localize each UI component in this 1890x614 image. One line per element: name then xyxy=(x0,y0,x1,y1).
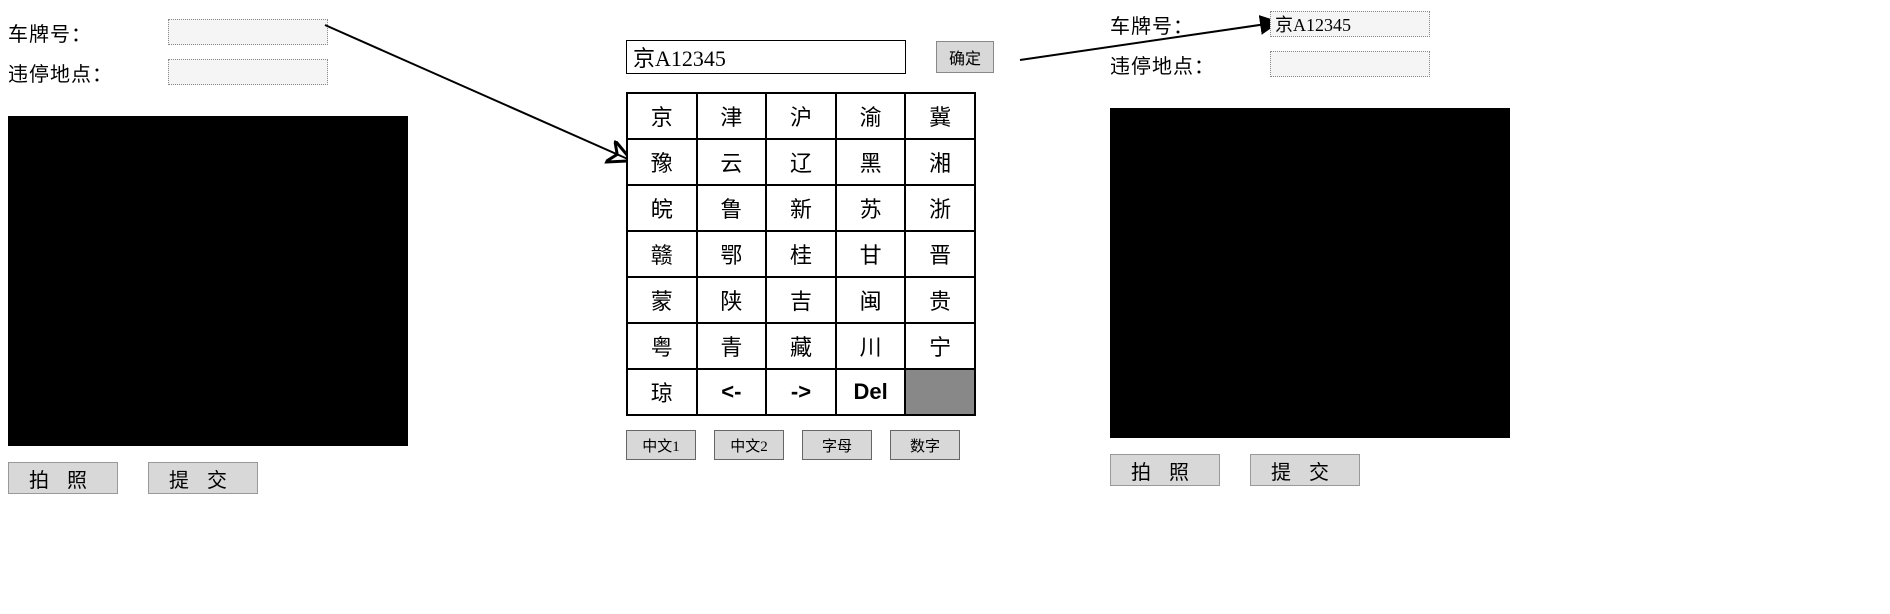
key-left-arrow[interactable]: <- xyxy=(697,369,767,415)
mode-number-button[interactable]: 数字 xyxy=(890,430,960,460)
key-min[interactable]: 闽 xyxy=(836,277,906,323)
key-jin2[interactable]: 晋 xyxy=(905,231,975,277)
key-xin[interactable]: 新 xyxy=(766,185,836,231)
key-liao[interactable]: 辽 xyxy=(766,139,836,185)
key-zang[interactable]: 藏 xyxy=(766,323,836,369)
label-location: 违停地点： xyxy=(8,58,168,87)
keyboard-display[interactable] xyxy=(626,40,906,74)
key-su[interactable]: 苏 xyxy=(836,185,906,231)
label-plate: 车牌号： xyxy=(1110,10,1270,39)
key-gan[interactable]: 赣 xyxy=(627,231,697,277)
key-meng[interactable]: 蒙 xyxy=(627,277,697,323)
submit-button[interactable]: 提交 xyxy=(148,462,258,494)
mode-cn2-button[interactable]: 中文2 xyxy=(714,430,784,460)
key-yu[interactable]: 渝 xyxy=(836,93,906,139)
key-shan[interactable]: 陕 xyxy=(697,277,767,323)
keyboard-grid: 京 津 沪 渝 冀 豫 云 辽 黑 湘 皖 鲁 新 苏 浙 赣 鄂 桂 甘 晋 xyxy=(626,92,976,416)
key-yu2[interactable]: 豫 xyxy=(627,139,697,185)
key-gui2[interactable]: 贵 xyxy=(905,277,975,323)
form-row-location: 违停地点： xyxy=(1110,48,1530,80)
key-zhe[interactable]: 浙 xyxy=(905,185,975,231)
keyboard-top: 确定 xyxy=(626,40,1046,74)
mode-letter-button[interactable]: 字母 xyxy=(802,430,872,460)
location-input[interactable] xyxy=(168,59,328,85)
key-ji[interactable]: 冀 xyxy=(905,93,975,139)
key-jin[interactable]: 津 xyxy=(697,93,767,139)
form-row-location: 违停地点： xyxy=(8,56,428,88)
key-del[interactable]: Del xyxy=(836,369,906,415)
key-disabled xyxy=(905,369,975,415)
photo-preview xyxy=(8,116,408,446)
submit-button[interactable]: 提交 xyxy=(1250,454,1360,486)
key-qiong[interactable]: 琼 xyxy=(627,369,697,415)
key-jing[interactable]: 京 xyxy=(627,93,697,139)
keyboard-mode-row: 中文1 中文2 字母 数字 xyxy=(626,430,976,460)
location-input[interactable] xyxy=(1270,51,1430,77)
plate-input[interactable] xyxy=(168,19,328,45)
key-ning[interactable]: 宁 xyxy=(905,323,975,369)
button-row: 拍照 提交 xyxy=(8,462,428,494)
key-xiang[interactable]: 湘 xyxy=(905,139,975,185)
key-gui[interactable]: 桂 xyxy=(766,231,836,277)
key-hei[interactable]: 黑 xyxy=(836,139,906,185)
key-qing[interactable]: 青 xyxy=(697,323,767,369)
label-location: 违停地点： xyxy=(1110,50,1270,79)
form-row-plate: 车牌号： xyxy=(1110,8,1530,40)
mode-cn1-button[interactable]: 中文1 xyxy=(626,430,696,460)
button-row: 拍照 提交 xyxy=(1110,454,1530,486)
key-chuan[interactable]: 川 xyxy=(836,323,906,369)
form-row-plate: 车牌号： xyxy=(8,16,428,48)
key-lu[interactable]: 鲁 xyxy=(697,185,767,231)
key-yue[interactable]: 粤 xyxy=(627,323,697,369)
confirm-button[interactable]: 确定 xyxy=(936,41,994,73)
key-yun[interactable]: 云 xyxy=(697,139,767,185)
plate-input[interactable] xyxy=(1270,11,1430,37)
label-plate: 车牌号： xyxy=(8,18,168,47)
photo-button[interactable]: 拍照 xyxy=(1110,454,1220,486)
key-e[interactable]: 鄂 xyxy=(697,231,767,277)
photo-preview xyxy=(1110,108,1510,438)
key-right-arrow[interactable]: -> xyxy=(766,369,836,415)
panel-right: 车牌号： 违停地点： 拍照 提交 xyxy=(1110,8,1530,486)
photo-button[interactable]: 拍照 xyxy=(8,462,118,494)
panel-left: 车牌号： 违停地点： 拍照 提交 xyxy=(8,16,428,494)
key-hu[interactable]: 沪 xyxy=(766,93,836,139)
key-wan[interactable]: 皖 xyxy=(627,185,697,231)
key-ji2[interactable]: 吉 xyxy=(766,277,836,323)
keyboard-panel: 确定 京 津 沪 渝 冀 豫 云 辽 黑 湘 皖 鲁 新 苏 浙 赣 鄂 桂 甘 xyxy=(626,40,1046,460)
key-gan2[interactable]: 甘 xyxy=(836,231,906,277)
